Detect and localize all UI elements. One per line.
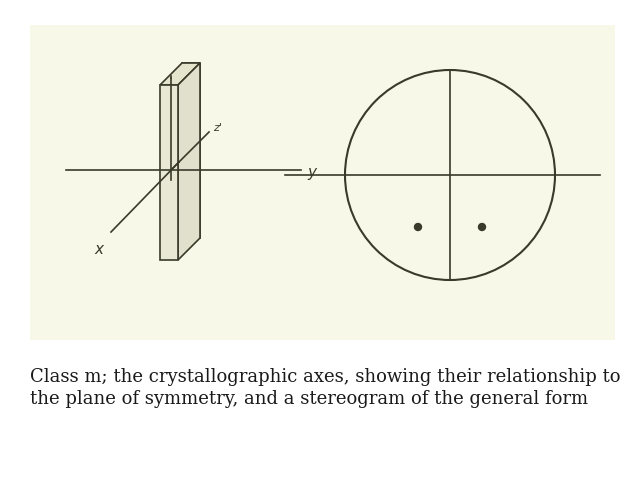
Polygon shape [160,85,178,260]
Polygon shape [160,63,200,85]
Text: Class m; the crystallographic axes, showing their relationship to: Class m; the crystallographic axes, show… [30,368,621,386]
Text: x: x [94,242,103,257]
Text: z': z' [213,123,222,133]
Text: the plane of symmetry, and a stereogram of the general form: the plane of symmetry, and a stereogram … [30,390,588,408]
Circle shape [479,224,486,230]
FancyBboxPatch shape [30,25,615,340]
Circle shape [415,224,422,230]
Polygon shape [178,63,200,260]
Text: y: y [307,165,316,180]
Polygon shape [182,63,200,238]
